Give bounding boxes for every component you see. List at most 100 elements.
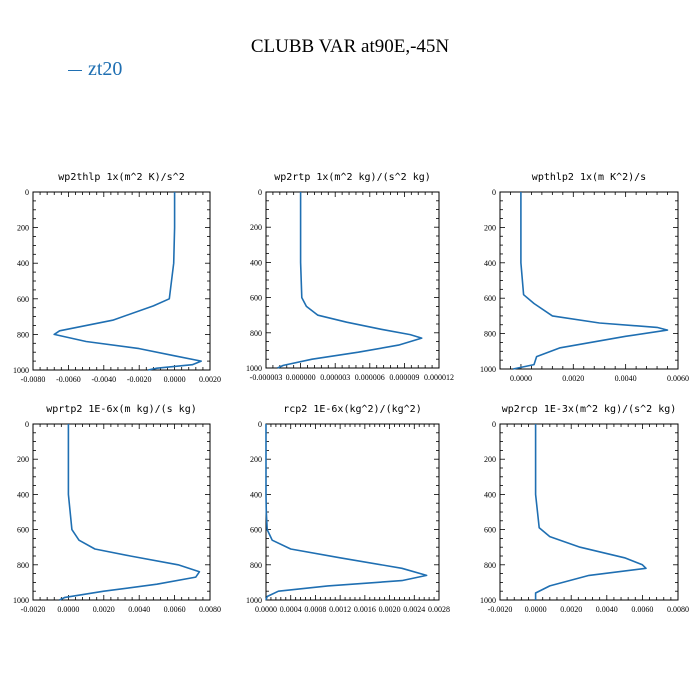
y-tick-label: 200 xyxy=(484,455,496,464)
y-tick-label: 400 xyxy=(484,490,496,499)
y-tick-label: 600 xyxy=(484,294,496,303)
x-tick-label: -0.0020 xyxy=(21,605,46,614)
y-tick-label: 200 xyxy=(250,223,262,232)
subplot-title: rcp2 1E-6x(kg^2)/(kg^2) xyxy=(283,404,421,415)
series-line xyxy=(512,192,669,370)
y-tick-label: 1000 xyxy=(13,596,29,605)
y-tick-label: 800 xyxy=(250,329,262,338)
subplot-title: wpthlp2 1x(m K^2)/s xyxy=(532,172,646,183)
legend-label: zt20 xyxy=(88,58,123,80)
series-line xyxy=(265,424,428,601)
y-tick-label: 600 xyxy=(250,526,262,535)
x-tick-label: -0.0020 xyxy=(127,375,152,384)
series-line xyxy=(59,424,201,601)
subplot-title: wp2thlp 1x(m^2 K)/s^2 xyxy=(58,172,184,183)
x-tick-label: 0.0020 xyxy=(199,375,221,384)
y-tick-label: 800 xyxy=(17,330,29,339)
y-tick-label: 600 xyxy=(17,526,29,535)
subplot-3: wpthlp2 1x(m K^2)/s 0 200 400 600 800 1000 0.00… xyxy=(480,172,689,383)
subplot-2: wp2rtp 1x(m^2 kg)/(s^2 kg) 0 200 400 600 800 1… xyxy=(246,172,454,382)
y-tick-label: 1000 xyxy=(246,596,262,605)
y-tick-label: 0 xyxy=(25,420,29,429)
subplot-title: wp2rcp 1E-3x(m^2 kg)/(s^2 kg) xyxy=(502,404,677,415)
chart-title: CLUBB VAR at90E,-45N xyxy=(250,36,450,57)
legend: zt20 xyxy=(68,58,122,81)
x-tick-label: 0.0020 xyxy=(379,605,401,614)
y-tick-label: 400 xyxy=(484,259,496,268)
plot-frame xyxy=(265,423,440,601)
series-line xyxy=(277,192,423,369)
plot-frame xyxy=(265,191,440,369)
x-tick-label: 0.0000 xyxy=(510,374,532,383)
y-tick-label: 400 xyxy=(250,258,262,267)
x-tick-label: 0.0040 xyxy=(596,605,618,614)
y-tick-label: 800 xyxy=(17,561,29,570)
y-tick-label: 600 xyxy=(250,294,262,303)
x-tick-label: 0.000012 xyxy=(424,373,454,382)
y-tick-label: 200 xyxy=(250,455,262,464)
x-tick-label: 0.0008 xyxy=(304,605,326,614)
x-tick-label: 0.000009 xyxy=(389,373,419,382)
y-tick-label: 600 xyxy=(17,295,29,304)
x-tick-label: -0.0020 xyxy=(488,605,513,614)
plot-frame xyxy=(32,191,211,371)
subplot-6: wp2rcp 1E-3x(m^2 kg)/(s^2 kg) 0 200 400 600 8… xyxy=(480,404,689,614)
x-tick-label: 0.0012 xyxy=(329,605,351,614)
y-tick-label: 800 xyxy=(250,561,262,570)
y-tick-label: 600 xyxy=(484,526,496,535)
y-tick-label: 200 xyxy=(17,224,29,233)
y-tick-label: 800 xyxy=(484,330,496,339)
subplot-title: wp2rtp 1x(m^2 kg)/(s^2 kg) xyxy=(274,172,431,183)
series-line xyxy=(534,424,647,600)
x-tick-label: 0.0000 xyxy=(255,605,277,614)
x-tick-label: 0.000000 xyxy=(286,373,316,382)
y-tick-label: 400 xyxy=(17,490,29,499)
x-tick-label: 0.0000 xyxy=(57,605,79,614)
y-tick-label: 400 xyxy=(17,259,29,268)
x-tick-label: 0.0080 xyxy=(667,605,689,614)
subplot-5: rcp2 1E-6x(kg^2)/(kg^2) 0 200 400 600 800 1000… xyxy=(246,404,450,614)
y-tick-label: 0 xyxy=(25,188,29,197)
x-tick-label: 0.0000 xyxy=(525,605,547,614)
x-tick-label: -0.0080 xyxy=(21,375,46,384)
x-tick-label: 0.0020 xyxy=(560,605,582,614)
y-tick-label: 0 xyxy=(258,420,262,429)
plot-frame xyxy=(32,423,211,601)
y-tick-label: 800 xyxy=(484,561,496,570)
y-tick-label: 200 xyxy=(17,455,29,464)
x-tick-label: 0.0020 xyxy=(93,605,115,614)
subplot-1: wp2thlp 1x(m^2 K)/s^202004006008001000-0… xyxy=(13,172,221,384)
x-tick-label: 0.0004 xyxy=(280,605,302,614)
x-tick-label: -0.0060 xyxy=(56,375,81,384)
x-tick-label: 0.0028 xyxy=(428,605,450,614)
y-tick-label: 1000 xyxy=(246,364,262,373)
x-tick-label: 0.0060 xyxy=(667,374,689,383)
x-tick-label: 0.000003 xyxy=(320,373,350,382)
x-tick-label: -0.000003 xyxy=(250,373,283,382)
x-tick-label: 0.0024 xyxy=(403,605,425,614)
x-tick-label: 0.0020 xyxy=(562,374,584,383)
y-tick-label: 400 xyxy=(250,490,262,499)
x-tick-label: 0.0040 xyxy=(615,374,637,383)
x-tick-label: 0.0060 xyxy=(631,605,653,614)
y-tick-label: 0 xyxy=(492,420,496,429)
y-tick-label: 0 xyxy=(258,188,262,197)
x-tick-label: 0.0000 xyxy=(164,375,186,384)
x-tick-label: 0.000006 xyxy=(355,373,385,382)
y-tick-label: 1000 xyxy=(480,365,496,374)
x-tick-label: 0.0080 xyxy=(199,605,221,614)
subplot-title: wprtp2 1E-6x(m kg)/(s kg) xyxy=(46,404,197,415)
x-tick-label: 0.0040 xyxy=(128,605,150,614)
legend-line-swatch xyxy=(68,69,82,71)
series-line xyxy=(53,192,202,371)
x-tick-label: 0.0060 xyxy=(164,605,186,614)
x-tick-label: -0.0040 xyxy=(91,375,116,384)
y-tick-label: 1000 xyxy=(13,366,29,375)
y-tick-label: 0 xyxy=(492,188,496,197)
y-tick-label: 200 xyxy=(484,223,496,232)
subplot-4: wprtp2 1E-6x(m kg)/(s kg) 0 200 400 600 800 10… xyxy=(13,404,221,614)
x-tick-label: 0.0016 xyxy=(354,605,376,614)
plot-frame xyxy=(499,423,679,601)
